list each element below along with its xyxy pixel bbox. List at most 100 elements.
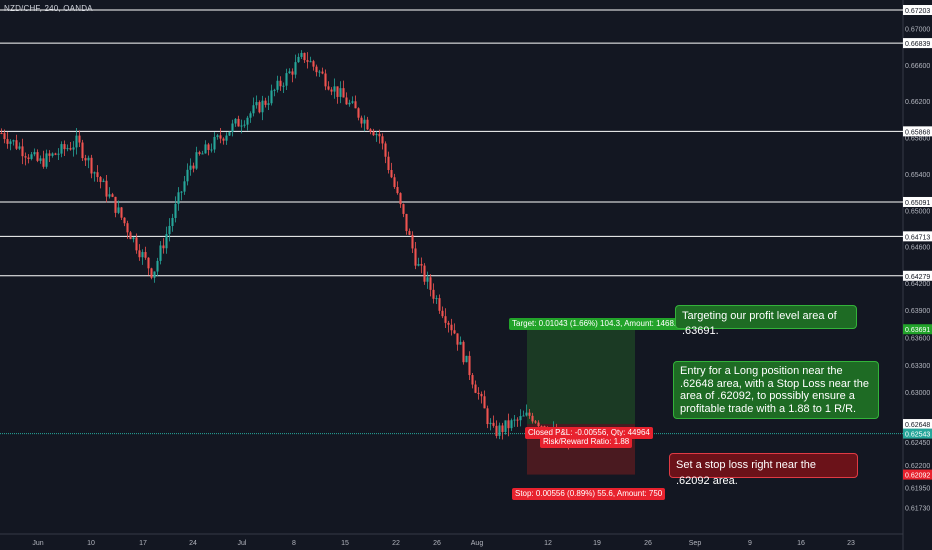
candle-body [384, 143, 387, 157]
time-tick-label: 15 [341, 540, 349, 547]
candle-body [171, 217, 174, 227]
candle-body [540, 426, 543, 428]
candle-body [534, 421, 537, 423]
entry-note[interactable]: Entry for a Long position near the .6264… [673, 361, 879, 419]
stop-note[interactable]: Set a stop loss right near the .62092 ar… [669, 453, 858, 487]
candle-body [507, 420, 510, 429]
candle-body [9, 141, 12, 144]
candle-body [246, 117, 249, 125]
candle-body [261, 100, 264, 113]
candle-body [444, 316, 447, 323]
candle-body [258, 102, 261, 113]
profit-zone [527, 329, 635, 425]
candle-body [330, 89, 333, 92]
candle-body [495, 425, 498, 436]
candle-body [129, 232, 132, 240]
candle-body [69, 148, 72, 150]
candle-body [99, 177, 102, 182]
price-level-tag [903, 5, 932, 15]
candle-body [324, 73, 327, 87]
candle-body [396, 186, 399, 194]
candle-body [279, 80, 282, 87]
candle-body [237, 118, 240, 127]
price-level-tag [903, 428, 932, 439]
candle-body [414, 248, 417, 266]
time-tick-label: Jun [32, 540, 43, 547]
target-note[interactable]: Targeting our profit level area of .6369… [675, 305, 857, 337]
candle-body [213, 136, 216, 150]
candle-body [525, 412, 528, 416]
candle-body [177, 192, 180, 204]
candle-body [357, 108, 360, 118]
candle-body [183, 181, 186, 192]
candle-body [147, 257, 150, 269]
time-tick-label: 19 [593, 540, 601, 547]
price-tick-label: 0.64600 [905, 245, 930, 252]
candle-body [180, 191, 183, 193]
candle-body [201, 153, 204, 155]
candle-body [153, 271, 156, 278]
candle-body [450, 324, 453, 331]
candle-body [24, 156, 27, 158]
candle-body [51, 153, 54, 156]
candle-body [66, 148, 69, 150]
stop-label: Stop: 0.00556 (0.89%) 55.6, Amount: 750 [512, 488, 666, 500]
candle-body [453, 330, 456, 334]
candle-body [363, 119, 366, 124]
time-tick-label: Aug [471, 540, 484, 547]
price-level-tag-label: 0.64713 [905, 234, 930, 241]
time-tick-label: 22 [392, 540, 400, 547]
price-level-tag-label: 0.65091 [905, 200, 930, 207]
candle-body [297, 56, 300, 63]
candle-body [435, 298, 438, 300]
candle-body [429, 277, 432, 290]
price-level-tag-label: 0.66839 [905, 41, 930, 48]
candle-body [15, 140, 18, 149]
candle-body [387, 156, 390, 171]
price-level-tag [903, 469, 932, 480]
price-level-tag-label: 0.63691 [905, 327, 930, 334]
candle-body [228, 131, 231, 136]
candle-body [306, 60, 309, 62]
candle-body [81, 142, 84, 159]
candle-body [264, 100, 267, 105]
candle-body [96, 172, 99, 178]
candle-body [270, 90, 273, 104]
candle-body [273, 89, 276, 91]
candle-body [294, 62, 297, 75]
price-level-tag-label: 0.64279 [905, 274, 930, 281]
candle-body [411, 234, 414, 249]
candle-body [291, 71, 294, 75]
candle-body [240, 125, 243, 127]
candle-body [537, 422, 540, 427]
candle-body [345, 97, 348, 105]
candle-body [420, 264, 423, 266]
candle-body [333, 86, 336, 92]
candle-body [90, 157, 93, 174]
candle-body [222, 138, 225, 141]
candle-body [471, 375, 474, 385]
price-tick-label: 0.66600 [905, 63, 930, 70]
price-level-tag [903, 38, 932, 49]
price-level-tag [903, 419, 932, 430]
price-tick-label: 0.66200 [905, 99, 930, 106]
price-level-tag-label: 0.62648 [905, 422, 930, 429]
candle-body [486, 408, 489, 425]
candle-body [285, 73, 288, 86]
candle-body [288, 71, 291, 74]
candle-body [84, 158, 87, 161]
candle-body [360, 117, 363, 124]
candle-body [489, 422, 492, 425]
candle-body [372, 131, 375, 136]
candle-body [204, 144, 207, 154]
candle-body [87, 157, 90, 161]
price-tick-label: 0.63300 [905, 363, 930, 370]
candle-body [516, 419, 519, 421]
candle-body [36, 152, 39, 161]
symbol-title: NZD/CHF, 240, OANDA [4, 4, 93, 13]
candle-body [303, 52, 306, 61]
candle-body [207, 144, 210, 150]
price-tick-label: 0.63900 [905, 308, 930, 315]
candle-body [189, 165, 192, 170]
